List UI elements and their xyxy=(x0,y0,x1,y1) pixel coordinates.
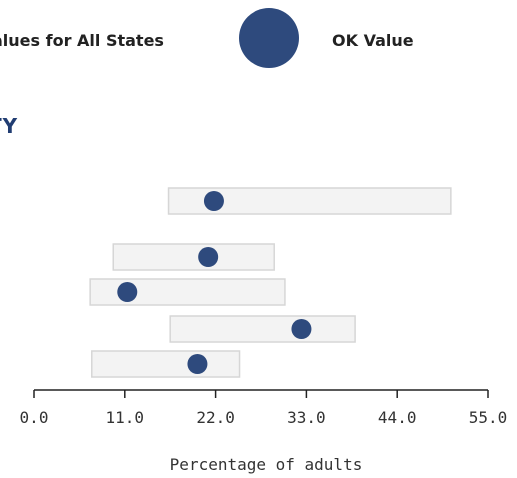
x-tick-label: 44.0 xyxy=(378,408,417,427)
chart-row xyxy=(112,243,275,271)
ok-value-dot xyxy=(198,247,219,267)
chart-row xyxy=(89,278,286,306)
range-bar xyxy=(169,315,356,343)
x-tick-label: 11.0 xyxy=(106,408,145,427)
legend-ok-label: OK Value xyxy=(332,31,414,50)
ok-value-dot xyxy=(187,354,208,374)
x-tick-label: 22.0 xyxy=(196,408,235,427)
x-axis-ticks: 0.0 11.0 22.0 33.0 44.0 55.0 xyxy=(20,390,508,427)
chart-row xyxy=(167,187,452,215)
x-tick-label: 33.0 xyxy=(287,408,326,427)
range-bar xyxy=(91,350,241,378)
rows-layer xyxy=(89,187,452,378)
chart-row xyxy=(169,315,356,343)
section-heading: TY xyxy=(0,114,19,138)
legend-range-label: alues for All States xyxy=(0,31,164,50)
x-tick-label: 0.0 xyxy=(20,408,49,427)
chart-row xyxy=(91,350,241,378)
x-tick-label: 55.0 xyxy=(469,408,508,427)
ok-value-dot xyxy=(291,319,312,339)
x-axis-title: Percentage of adults xyxy=(170,455,363,474)
ok-value-dot xyxy=(117,282,138,302)
legend-ok-dot xyxy=(239,8,299,68)
range-bar xyxy=(112,243,275,271)
ok-value-dot xyxy=(203,191,224,211)
